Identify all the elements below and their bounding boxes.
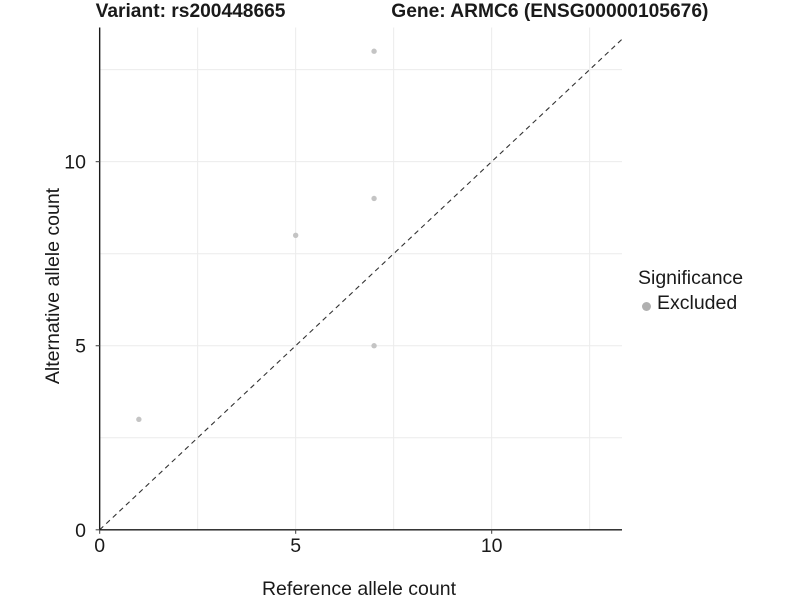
svg-text:10: 10 [64, 152, 86, 174]
svg-text:0: 0 [75, 520, 86, 542]
svg-text:5: 5 [75, 336, 86, 358]
svg-text:5: 5 [290, 535, 301, 557]
svg-text:0: 0 [94, 535, 105, 557]
svg-text:10: 10 [481, 535, 503, 557]
